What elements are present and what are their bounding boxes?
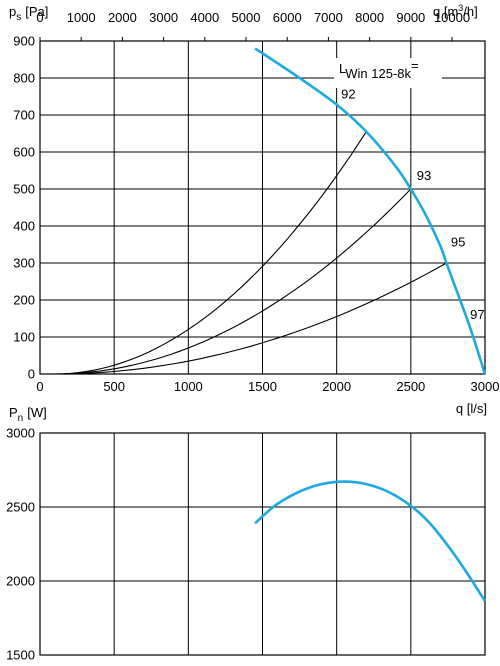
airflow-ls-tick-label: 1500 <box>248 379 277 394</box>
power-grid <box>39 432 486 656</box>
pressure-tick-label: 900 <box>13 34 35 49</box>
power-tick-label: 1500 <box>6 648 35 662</box>
airflow-ls-tick-label: 2000 <box>322 379 351 394</box>
system-curve-label-95: 95 <box>451 235 465 250</box>
system-curve-92 <box>54 131 367 375</box>
system-curve-label-97: 97 <box>470 307 484 322</box>
fan-power-curve <box>254 480 487 602</box>
pressure-tick-label: 500 <box>13 182 35 197</box>
model-annotation-text: LWin 125-8k= <box>339 58 419 81</box>
pressure-tick-label: 400 <box>13 219 35 234</box>
pressure-tick-label: 0 <box>28 367 35 382</box>
system-curve-labels: 92 93 95 97 <box>341 87 485 322</box>
m3h-tick-label: 10000 <box>434 10 470 25</box>
pressure-tick-label: 700 <box>13 108 35 123</box>
m3h-tick-label: 7000 <box>314 10 343 25</box>
annotation-background <box>334 58 442 88</box>
airflow-m3h-axis-label: q [m3/h] <box>433 3 478 19</box>
m3h-tick-label: 5000 <box>232 10 261 25</box>
pressure-tick-label: 300 <box>13 256 35 271</box>
m3h-tick-label: 0 <box>36 10 43 25</box>
power-tick-label: 2500 <box>6 500 35 515</box>
power-tick-labels: 1500 2000 2500 3000 <box>6 426 35 663</box>
airflow-ls-tick-label: 1000 <box>174 379 203 394</box>
pressure-tick-label: 600 <box>13 145 35 160</box>
pressure-grid <box>39 37 486 375</box>
system-curve-93 <box>54 188 412 375</box>
m3h-tick-label: 4000 <box>190 10 219 25</box>
power-axis-label: Pn [W] <box>9 405 47 424</box>
system-curve-95 <box>54 262 447 375</box>
power-tick-label: 2000 <box>6 574 35 589</box>
system-curve-label-92: 92 <box>341 87 355 102</box>
m3h-tick-label: 3000 <box>149 10 178 25</box>
pressure-plot-frame <box>39 40 486 375</box>
system-curves <box>54 131 447 375</box>
power-plot-frame <box>39 432 486 656</box>
airflow-ls-tick-label: 0 <box>36 379 43 394</box>
airflow-ls-axis-label: q [l/s] <box>456 401 487 416</box>
m3h-tick-label: 9000 <box>396 10 425 25</box>
airflow-ls-tick-label: 2500 <box>396 379 425 394</box>
fan-pressure-curve <box>254 47 487 375</box>
model-annotation: LWin 125-8k= <box>334 58 442 88</box>
pressure-tick-label: 100 <box>13 330 35 345</box>
m3h-tick-label: 6000 <box>273 10 302 25</box>
system-curve-label-93: 93 <box>417 168 431 183</box>
pressure-axis-label: ps [Pa] <box>9 4 48 23</box>
airflow-ls-tick-label: 500 <box>103 379 125 394</box>
power-tick-label: 3000 <box>6 426 35 441</box>
m3h-tick-label: 8000 <box>355 10 384 25</box>
airflow-ls-tick-label: 3000 <box>471 379 500 394</box>
pressure-tick-label: 200 <box>13 293 35 308</box>
pressure-tick-label: 800 <box>13 71 35 86</box>
m3h-tick-label: 2000 <box>108 10 137 25</box>
m3h-tick-label: 1000 <box>67 10 96 25</box>
